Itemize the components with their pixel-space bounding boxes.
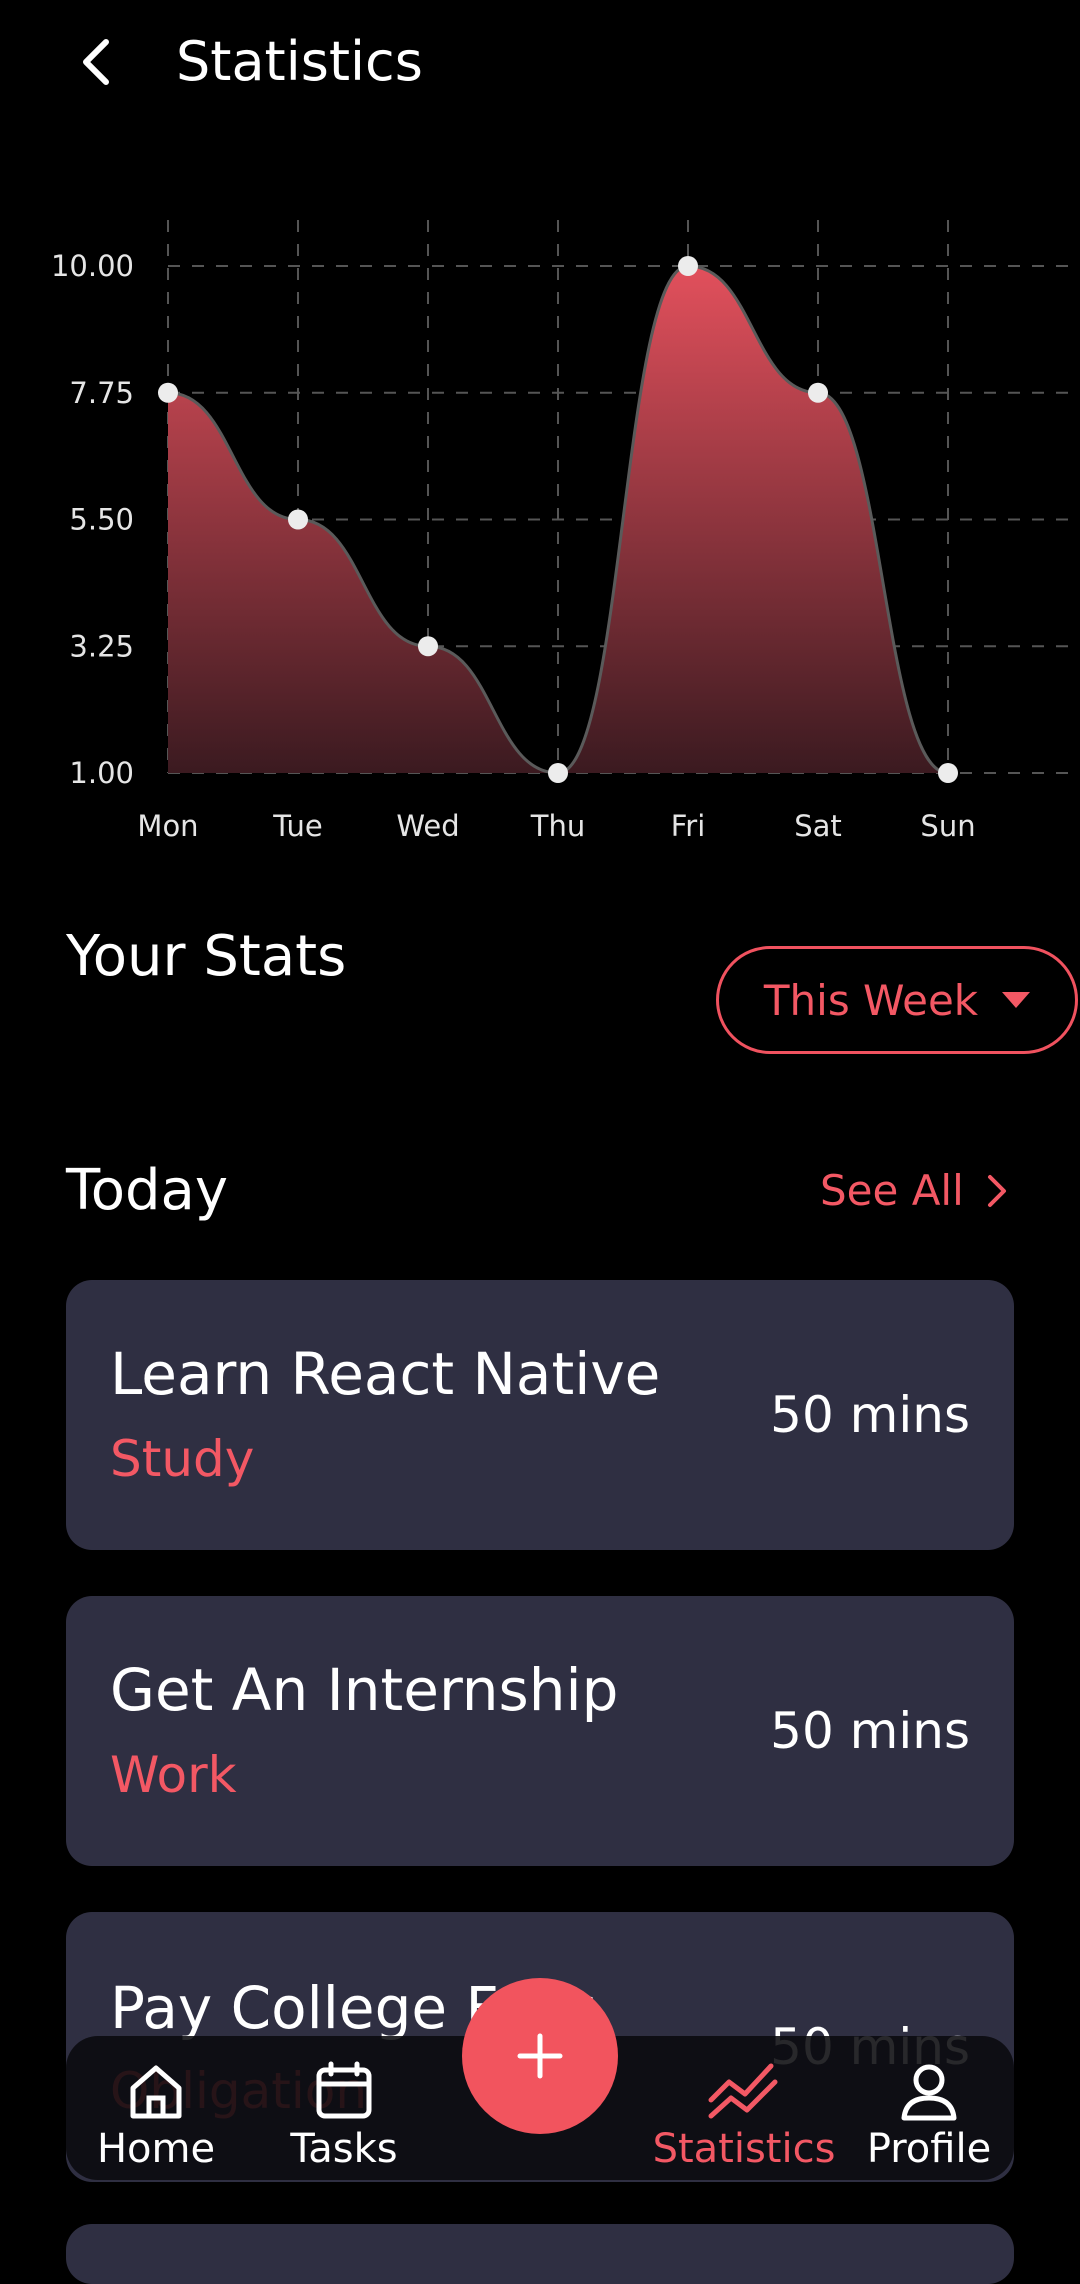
see-all-label: See All xyxy=(820,1166,964,1215)
nav-tasks[interactable]: Tasks xyxy=(254,2036,434,2180)
chart-area-fill xyxy=(168,266,948,773)
data-point-sat[interactable] xyxy=(808,382,828,403)
page-title: Statistics xyxy=(176,30,423,93)
range-dropdown-label: This Week xyxy=(763,975,979,1025)
range-dropdown[interactable]: This Week xyxy=(716,946,1078,1054)
see-all-link[interactable]: See All xyxy=(820,1166,1008,1215)
y-tick-label: 5.50 xyxy=(69,503,134,537)
back-arrow-icon[interactable] xyxy=(72,32,120,92)
y-tick-label: 7.75 xyxy=(69,376,134,410)
header: Statistics xyxy=(0,0,1080,130)
task-title: Get An Internship xyxy=(110,1656,619,1724)
your-stats-heading: Your Stats xyxy=(66,924,347,989)
data-point-fri[interactable] xyxy=(678,256,698,276)
data-point-wed[interactable] xyxy=(418,636,438,657)
y-tick-label: 10.00 xyxy=(51,249,134,283)
caret-down-icon xyxy=(1002,992,1031,1008)
task-category: Work xyxy=(110,1746,237,1804)
task-title: Learn React Native xyxy=(110,1340,661,1408)
plus-icon xyxy=(517,2033,563,2079)
x-tick-label: Fri xyxy=(671,809,706,843)
task-duration: 50 mins xyxy=(770,1702,970,1760)
y-tick-label: 1.00 xyxy=(69,756,134,790)
task-card[interactable] xyxy=(66,2224,1014,2284)
x-tick-label: Mon xyxy=(137,809,198,843)
nav-tasks-label: Tasks xyxy=(290,2126,398,2172)
task-card[interactable]: Get An Internship Work 50 mins xyxy=(66,1596,1014,1866)
add-task-button[interactable] xyxy=(462,1978,618,2134)
task-card[interactable]: Learn React Native Study 50 mins xyxy=(66,1280,1014,1550)
user-icon xyxy=(901,2064,957,2121)
y-tick-label: 3.25 xyxy=(69,629,134,663)
data-point-sun[interactable] xyxy=(938,763,958,783)
x-tick-label: Wed xyxy=(396,809,459,843)
x-tick-label: Sat xyxy=(794,809,842,843)
data-point-mon[interactable] xyxy=(158,382,178,403)
nav-profile-label: Profile xyxy=(866,2126,992,2172)
x-tick-label: Sun xyxy=(920,809,975,843)
calendar-icon xyxy=(316,2061,372,2119)
today-heading: Today xyxy=(66,1158,228,1223)
chevron-right-icon xyxy=(987,1174,1006,1207)
x-tick-label: Thu xyxy=(530,809,585,843)
task-duration: 50 mins xyxy=(770,1386,970,1444)
data-point-tue[interactable] xyxy=(288,509,308,530)
nav-profile[interactable]: Profile xyxy=(844,2036,1014,2180)
nav-statistics-label: Statistics xyxy=(652,2126,836,2172)
task-category: Study xyxy=(110,1430,255,1488)
home-icon xyxy=(130,2065,182,2119)
nav-home-label: Home xyxy=(96,2126,216,2172)
trend-icon xyxy=(708,2063,778,2119)
nav-home[interactable]: Home xyxy=(66,2036,246,2180)
nav-statistics[interactable]: Statistics xyxy=(644,2036,844,2180)
x-tick-label: Tue xyxy=(272,809,323,843)
data-point-thu[interactable] xyxy=(548,763,568,783)
chart-series-line xyxy=(167,264,949,775)
